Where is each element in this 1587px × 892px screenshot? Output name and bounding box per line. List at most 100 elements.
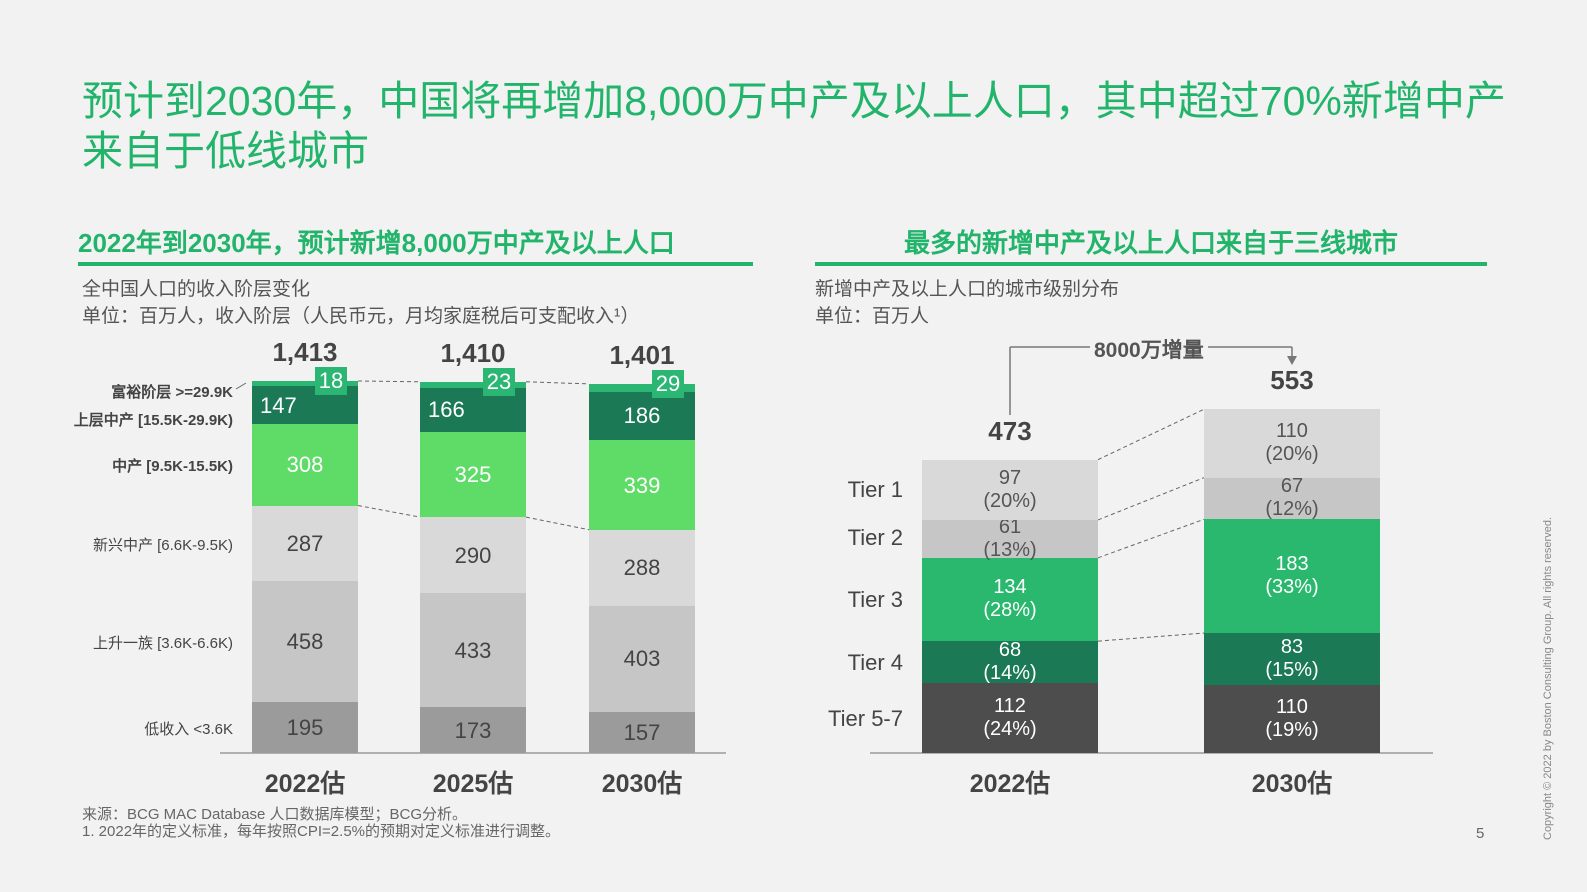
data-label: 186 [623,403,661,429]
data-label-badge: 29 [652,369,684,398]
data-label-badge: 23 [483,367,515,396]
bar-segment: 83 (15%) [1204,633,1380,685]
left-subhead: 2022年到2030年，预计新增8,000万中产及以上人口 [78,226,753,266]
total-label: 1,413 [272,337,338,367]
connector [1097,632,1205,642]
bar-segment: 195 [252,701,358,753]
bar-segment: 183 (33%) [1204,519,1380,634]
x-tick-label: 2022估 [969,770,1051,798]
right-subhead: 最多的新增中产及以上人口来自于三线城市 [815,226,1487,266]
bar-segment: 61 (13%) [922,516,1098,561]
data-label: 287 [286,530,324,556]
arrow-down-icon [1287,356,1297,365]
data-label: 173 [454,717,492,743]
series-label: 富裕阶层 >=29.9K [111,384,233,401]
bar-segment: 166 [420,387,526,432]
data-label: 97 [998,466,1022,489]
bar-segment: 112 (24%) [922,683,1098,753]
bar-segment: 433 [420,593,526,708]
percent-label: (28%) [983,599,1037,622]
series-label: 上升一族 [3.6K-6.6K) [92,635,233,652]
data-label: 110 [1276,420,1308,443]
bar-segment: 173 [420,707,526,753]
footnote: 1. 2022年的定义标准，每年按照CPI=2.5%的预期对定义标准进行调整。 [82,823,561,840]
bar-segment: 308 [252,424,358,506]
data-label: 288 [623,555,661,581]
percent-label: (33%) [1265,576,1319,599]
data-label: 68 [998,639,1022,662]
bar-segment: 458 [252,581,358,702]
percent-label: (24%) [983,718,1037,741]
left-note-1: 全中国人口的收入阶层变化 [82,279,311,300]
right-note-2: 单位：百万人 [815,306,930,327]
data-label: 403 [623,646,661,672]
connector [1097,408,1205,461]
total-label: 473 [988,415,1032,446]
left-note-2: 单位：百万人，收入阶层（人民币元，月均家庭税后可支配收入¹） [82,306,640,327]
data-label: 183 [1275,553,1309,576]
tier-label: Tier 1 [847,477,903,502]
total-label: 1,401 [609,339,675,370]
connector [1097,477,1205,521]
data-label: 112 [994,695,1026,718]
right-note-1: 新增中产及以上人口的城市级别分布 [815,279,1120,300]
connector [525,516,590,531]
bar-segment: 325 [420,431,526,518]
data-label: 134 [993,576,1027,599]
series-label: 中产 [9.5K-15.5K) [112,458,233,475]
series-label: 新兴中产 [6.6K-9.5K) [92,537,233,554]
x-tick-label: 2022估 [264,770,346,798]
data-label: 166 [428,397,465,423]
data-label-badge: 18 [315,367,347,395]
bar-segment: 67 (12%) [1204,475,1380,521]
bar-segment: 186 [589,391,695,441]
series-label: 低收入 <3.6K [144,721,233,738]
data-label: 458 [286,628,324,654]
data-label: 83 [1280,635,1304,658]
percent-label: (14%) [983,662,1037,685]
bar-segment: 68 (14%) [922,639,1098,685]
bar-segment: 157 [589,711,695,753]
data-label: 195 [286,714,324,740]
connector [1097,518,1205,559]
copyright: Copyright © 2022 by Boston Consulting Gr… [1542,517,1554,840]
percent-label: (13%) [983,538,1037,561]
tier-label: Tier 4 [847,650,903,675]
bar-segment: 339 [589,440,695,530]
data-label: 67 [1280,475,1304,498]
tier-label: Tier 3 [847,587,903,612]
increase-annotation: 8000万增量 [1090,334,1208,364]
bar-segment: 110 (20%) [1204,409,1380,478]
bar-segment [252,381,358,386]
page-title: 预计到2030年，中国将再增加8,000万中产及以上人口，其中超过70%新增中产… [82,78,1506,174]
bar-segment: 287 [252,505,358,582]
page-number: 5 [1476,825,1485,842]
bar-segment [589,383,695,392]
connector [357,380,421,383]
source-note: 来源：BCG MAC Database 人口数据库模型；BCG分析。 [82,806,468,823]
x-tick-label: 2030估 [1251,770,1333,798]
data-label: 308 [286,452,324,478]
x-tick-label: 2030估 [601,770,683,798]
data-label: 157 [623,719,661,745]
percent-label: (12%) [1265,498,1319,521]
data-label: 339 [623,472,661,498]
percent-label: (20%) [1265,443,1319,466]
connector [525,381,590,385]
percent-label: (19%) [1265,718,1319,741]
data-label: 61 [998,515,1022,538]
bar-segment: 97 (20%) [922,459,1098,520]
data-label: 433 [454,637,492,663]
percent-label: (15%) [1265,658,1319,681]
data-label: 290 [454,542,492,568]
leader-line [235,382,247,390]
bar-segment [420,381,526,388]
footer: 来源：BCG MAC Database 人口数据库模型；BCG分析。 1. 20… [82,806,560,840]
x-tick-label: 2025估 [432,770,514,798]
tier-label: Tier 2 [847,525,903,550]
total-label: 553 [1270,365,1314,396]
total-label: 1,410 [440,337,506,368]
bar-segment: 290 [420,517,526,594]
connector [357,505,421,518]
data-label: 147 [260,392,297,418]
